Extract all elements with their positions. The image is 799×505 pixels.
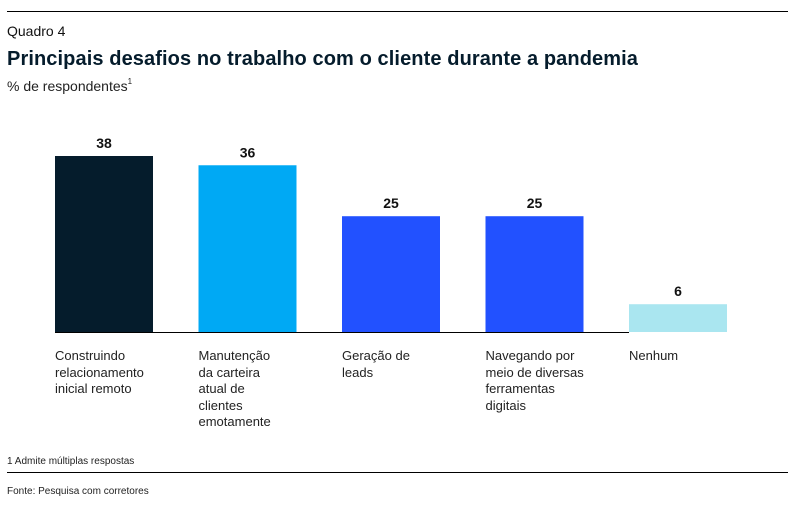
data-label-2: 36	[240, 144, 256, 160]
category-label-line: inicial remoto	[55, 381, 132, 396]
category-label-line: da carteira	[198, 364, 260, 380]
bar-chart: 38 36 25 25 6	[55, 135, 727, 333]
category-label-line: Nenhum	[629, 348, 679, 363]
category-label-4: Navegando por meio de diversas ferramentas…	[486, 348, 616, 414]
category-label-2: Manutenção da carteira atual de clientes emo…	[199, 348, 329, 431]
category-label-line: ferramentas	[485, 381, 555, 396]
category-label-line: leads	[342, 364, 374, 380]
category-label-3: Geração de leads	[342, 348, 472, 381]
footnote: 1 Admite múltiplas respostas	[7, 456, 135, 467]
bar-2	[198, 165, 297, 332]
data-label-4: 25	[527, 195, 543, 211]
exhibit-number: Quadro 4	[7, 23, 66, 39]
footnote-mark: 1	[127, 77, 133, 86]
category-label-line: Construindo	[55, 348, 126, 363]
category-label-1: Construindo relacionamento inicial remoto	[55, 348, 185, 398]
source-note: Fonte: Pesquisa com corretores	[7, 486, 149, 497]
category-label-line: Navegando por	[485, 348, 575, 363]
category-label-line: emotamente	[198, 414, 271, 429]
bar-4	[485, 216, 584, 332]
category-label-line: Manutenção	[198, 348, 271, 363]
data-label-5: 6	[674, 283, 682, 299]
category-label-line: clientes	[198, 397, 243, 413]
chart-subtitle: % de respondentes1	[7, 77, 133, 94]
category-label-line: atual de	[198, 381, 245, 396]
bottom-rule	[7, 472, 788, 473]
category-label-line: relacionamento	[55, 364, 144, 380]
category-label-line: meio de diversas	[485, 364, 584, 380]
bar-1	[55, 156, 153, 332]
chart-title: Principais desafios no trabalho com o cl…	[7, 48, 638, 70]
bar-3	[342, 216, 440, 332]
bar-5	[629, 304, 727, 332]
category-label-line: Geração de	[342, 348, 410, 363]
category-label-line: digitais	[485, 397, 526, 413]
category-label-5: Nenhum	[629, 348, 759, 365]
subtitle-text: % de respondentes	[7, 78, 128, 94]
data-label-1: 38	[96, 135, 112, 151]
top-rule	[7, 11, 788, 12]
data-label-3: 25	[383, 195, 399, 211]
